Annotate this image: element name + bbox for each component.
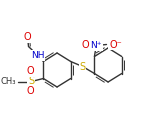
Text: S: S: [79, 62, 86, 72]
Text: N⁺: N⁺: [91, 41, 102, 50]
Text: O: O: [27, 87, 34, 97]
Text: O: O: [82, 40, 89, 50]
Text: CH₃: CH₃: [1, 77, 16, 86]
Text: NH: NH: [31, 51, 45, 60]
Text: O⁻: O⁻: [109, 40, 122, 50]
Text: O: O: [27, 67, 34, 77]
Text: O: O: [24, 32, 31, 42]
Text: S: S: [28, 77, 34, 87]
